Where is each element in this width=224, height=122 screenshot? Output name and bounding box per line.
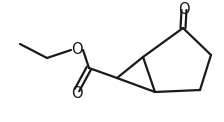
Text: O: O — [71, 86, 83, 102]
Text: O: O — [71, 42, 83, 57]
Text: O: O — [178, 2, 190, 17]
